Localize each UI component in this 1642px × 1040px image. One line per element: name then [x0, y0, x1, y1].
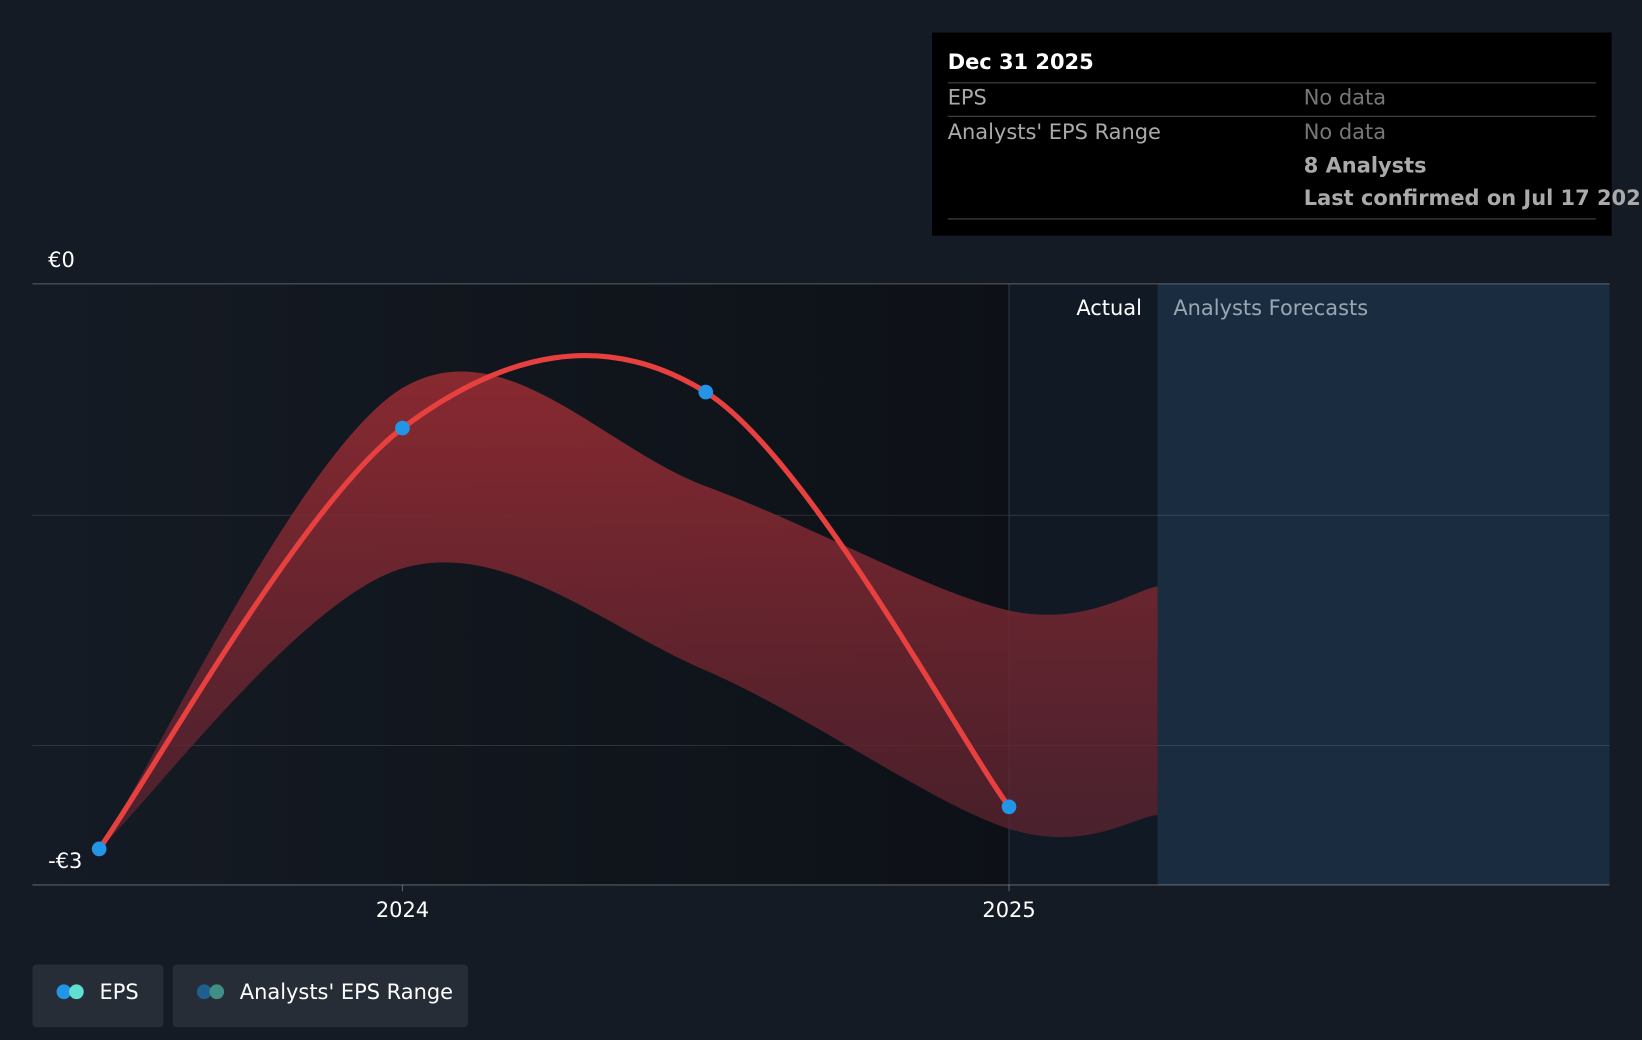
tooltip-value: No data	[1304, 86, 1386, 110]
eps-point	[1001, 799, 1017, 815]
eps-line	[96, 353, 1012, 852]
tooltip-title: Dec 31 2025	[948, 50, 1094, 74]
forecast-zone	[1157, 283, 1610, 885]
legend-item[interactable]	[172, 964, 469, 1028]
x-tick-label: 2024	[376, 898, 429, 922]
legend-item[interactable]	[32, 964, 164, 1028]
x-tick-label: 2025	[982, 898, 1035, 922]
legend-swatch	[56, 984, 72, 1000]
eps-point	[698, 384, 714, 400]
tooltip-label: Analysts' EPS Range	[948, 120, 1161, 144]
y-tick-label: €0	[48, 248, 75, 272]
y-tick-label: -€3	[48, 849, 82, 873]
legend-label: Analysts' EPS Range	[240, 980, 453, 1004]
legend-swatch	[196, 984, 212, 1000]
eps-range-band	[99, 371, 1158, 849]
eps-point	[91, 841, 107, 857]
tooltip-note: 8 Analysts	[1304, 154, 1427, 178]
legend-label: EPS	[99, 980, 138, 1004]
actual-label: Actual	[1076, 296, 1142, 320]
tooltip-label: EPS	[948, 86, 987, 110]
tooltip-value: No data	[1304, 120, 1386, 144]
plot-area: €0 -€3 2024 2025 Actual Analysts Forecasts	[32, 248, 1610, 922]
tooltip-note: Last confirmed on Jul 17 2025	[1304, 186, 1642, 210]
legend: EPS Analysts' EPS Range	[32, 964, 469, 1028]
forecast-label: Analysts Forecasts	[1173, 296, 1368, 320]
legend-swatch	[69, 984, 84, 1000]
legend-swatch	[209, 984, 225, 1000]
tooltip: Dec 31 2025 EPS No data Analysts' EPS Ra…	[932, 32, 1642, 236]
tooltip-box	[932, 32, 1612, 236]
eps-point	[395, 420, 410, 436]
